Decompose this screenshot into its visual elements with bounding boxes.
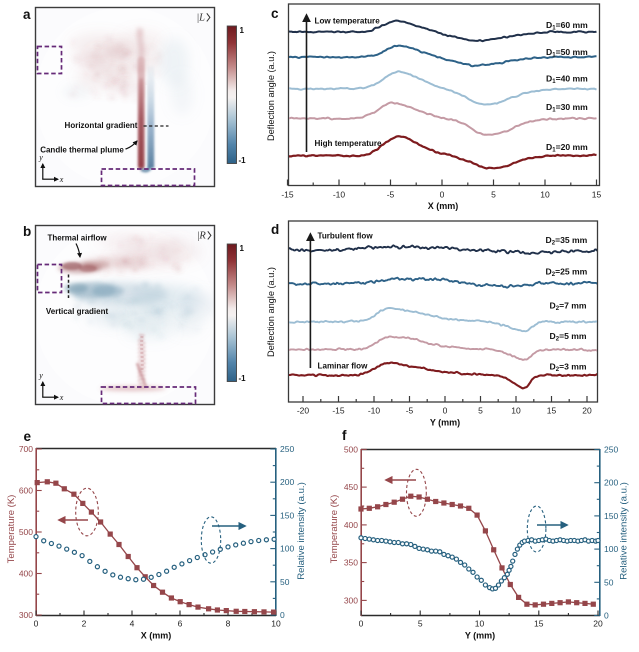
svg-text:0: 0 — [604, 611, 609, 621]
svg-text:Y (mm): Y (mm) — [465, 631, 495, 641]
svg-text:Turbulent flow: Turbulent flow — [318, 232, 374, 241]
svg-text:600: 600 — [19, 486, 33, 496]
svg-text:-5: -5 — [387, 190, 395, 200]
svg-text:f: f — [342, 428, 347, 443]
svg-text:D2=7 mm: D2=7 mm — [550, 301, 587, 313]
svg-text:100: 100 — [280, 544, 294, 554]
svg-text:-10: -10 — [333, 190, 346, 200]
svg-text:10: 10 — [540, 190, 550, 200]
svg-text:X (mm): X (mm) — [141, 631, 172, 641]
svg-text:50: 50 — [280, 577, 290, 587]
svg-text:15: 15 — [547, 406, 557, 416]
svg-text:5: 5 — [491, 190, 496, 200]
svg-text:0: 0 — [359, 619, 364, 629]
svg-text:5: 5 — [478, 406, 483, 416]
svg-text:10: 10 — [271, 619, 281, 629]
svg-text:-20: -20 — [297, 406, 310, 416]
svg-text:Relative intensity (a.u.): Relative intensity (a.u.) — [619, 482, 630, 580]
svg-text:D2=5 mm: D2=5 mm — [550, 331, 587, 343]
svg-text:400: 400 — [344, 520, 358, 530]
svg-text:450: 450 — [344, 482, 358, 492]
svg-text:250: 250 — [604, 445, 618, 455]
svg-text:Deflection angle (a.u.): Deflection angle (a.u.) — [266, 267, 276, 357]
svg-text:|L: |L — [197, 13, 205, 24]
svg-text:0: 0 — [280, 610, 285, 620]
svg-text:2: 2 — [82, 619, 87, 629]
svg-text:0: 0 — [443, 406, 448, 416]
svg-text:y: y — [38, 153, 43, 162]
svg-text:-15: -15 — [281, 190, 294, 200]
svg-text:Laminar flow: Laminar flow — [318, 362, 369, 371]
svg-text:x: x — [59, 175, 64, 184]
svg-text:400: 400 — [19, 569, 33, 579]
svg-text:6: 6 — [178, 619, 183, 629]
svg-text:D2=3 mm: D2=3 mm — [550, 362, 587, 374]
svg-text:Temperature (K): Temperature (K) — [329, 495, 340, 564]
svg-text:Low temperature: Low temperature — [315, 17, 381, 26]
svg-text:x: x — [59, 393, 64, 402]
svg-text:20: 20 — [582, 406, 592, 416]
svg-text:e: e — [24, 429, 32, 444]
svg-text:15: 15 — [534, 619, 544, 629]
svg-text:50: 50 — [604, 577, 614, 587]
svg-text:0: 0 — [440, 190, 445, 200]
svg-text:b: b — [23, 224, 31, 239]
svg-text:d: d — [271, 222, 279, 237]
svg-text:150: 150 — [604, 511, 618, 521]
svg-text:-1: -1 — [239, 374, 247, 383]
svg-text:10: 10 — [511, 406, 521, 416]
svg-text:1: 1 — [240, 26, 245, 35]
svg-text:Deflection angle (a.u.): Deflection angle (a.u.) — [266, 51, 276, 141]
svg-text:8: 8 — [226, 619, 231, 629]
svg-text:Candle thermal plume: Candle thermal plume — [40, 146, 124, 155]
svg-text:0: 0 — [34, 619, 39, 629]
svg-text:High temperature: High temperature — [315, 139, 383, 148]
svg-text:-5: -5 — [406, 406, 414, 416]
svg-text:700: 700 — [19, 444, 33, 454]
svg-text:10: 10 — [475, 619, 485, 629]
svg-text:5: 5 — [418, 619, 423, 629]
svg-text:15: 15 — [592, 190, 602, 200]
svg-text:y: y — [38, 371, 43, 380]
svg-text:4: 4 — [130, 619, 135, 629]
svg-text:300: 300 — [19, 610, 33, 620]
svg-text:Relative intensity (a.u.): Relative intensity (a.u.) — [296, 482, 307, 580]
svg-text:Thermal airflow: Thermal airflow — [47, 234, 107, 243]
svg-text:Temperature (K): Temperature (K) — [6, 495, 17, 564]
svg-text:Y (mm): Y (mm) — [430, 418, 460, 428]
svg-text:20: 20 — [593, 619, 603, 629]
svg-text:c: c — [271, 6, 279, 21]
svg-text:500: 500 — [344, 444, 358, 454]
svg-text:-1: -1 — [239, 156, 247, 165]
svg-text:a: a — [23, 7, 31, 22]
svg-text:350: 350 — [344, 558, 358, 568]
svg-text:-10: -10 — [368, 406, 381, 416]
svg-text:Horizontal gradient: Horizontal gradient — [65, 121, 138, 130]
svg-text:500: 500 — [19, 527, 33, 537]
svg-text:100: 100 — [604, 544, 618, 554]
svg-text:300: 300 — [344, 595, 358, 605]
svg-text:200: 200 — [604, 478, 618, 488]
svg-text:X (mm): X (mm) — [428, 201, 459, 211]
svg-text:200: 200 — [280, 477, 294, 487]
svg-text:150: 150 — [280, 510, 294, 520]
svg-text:1: 1 — [240, 244, 245, 253]
svg-text:|R: |R — [197, 231, 206, 242]
svg-text:Vertical gradient: Vertical gradient — [46, 307, 109, 316]
svg-text:-15: -15 — [332, 406, 345, 416]
svg-text:250: 250 — [280, 444, 294, 454]
